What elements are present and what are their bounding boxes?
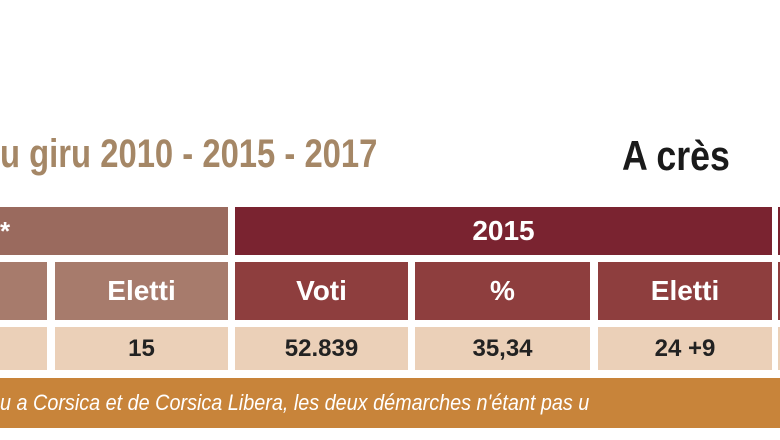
cell: 24 +9 [598, 327, 772, 370]
cell: 35,34 [415, 327, 590, 370]
column-header-blank [0, 262, 47, 320]
cell: 52.839 [235, 327, 408, 370]
column-header: Eletti [598, 262, 772, 320]
group-header: 2015 [235, 207, 772, 255]
column-header-edge [778, 262, 780, 320]
group-header: * [0, 207, 228, 255]
heading-title: u giru 2010 - 2015 - 2017 [0, 132, 378, 176]
heading-subtitle: A crès [622, 132, 730, 179]
column-header: Voti [235, 262, 408, 320]
group-header-edge [778, 207, 780, 255]
column-header: Eletti [55, 262, 228, 320]
cell-edge [778, 327, 780, 370]
footnote-bar: u a Corsica et de Corsica Libera, les de… [0, 378, 780, 428]
footnote: u a Corsica et de Corsica Libera, les de… [0, 390, 590, 415]
column-header: % [415, 262, 590, 320]
cell: 15 [55, 327, 228, 370]
cell-blank [0, 327, 47, 370]
